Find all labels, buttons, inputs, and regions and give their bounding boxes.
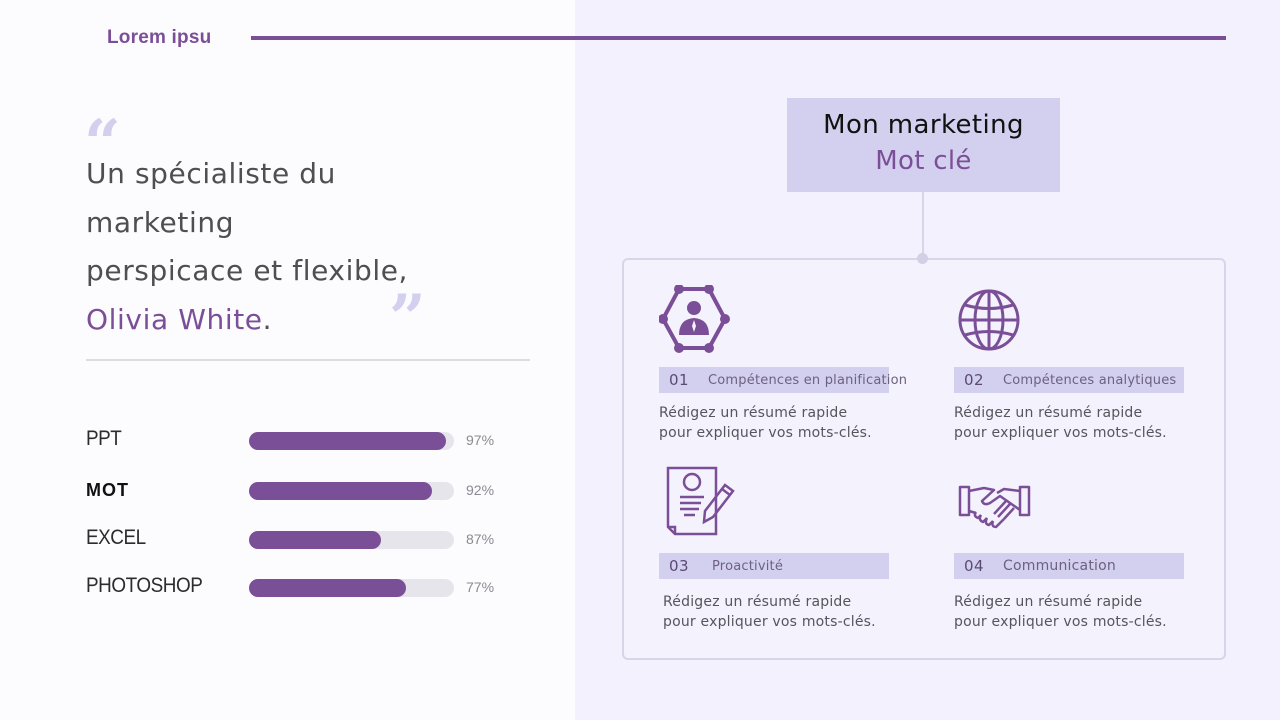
skill-percent: 92% (466, 482, 495, 498)
brand-title: Lorem ipsu (107, 27, 212, 48)
skill-row-excel: EXCEL 87% (86, 526, 506, 556)
item-number: 03 (669, 557, 690, 575)
quote-text: Un spécialiste du marketing perspicace e… (86, 150, 526, 344)
connector-dot (917, 253, 928, 264)
skill-percent: 77% (466, 579, 495, 595)
item-number: 02 (964, 371, 985, 389)
skill-label: PHOTOSHOP (86, 574, 203, 597)
item-description: Rédigez un résumé rapide pour expliquer … (663, 592, 903, 632)
item-tag: 02 Compétences analytiques (954, 367, 1184, 393)
skill-bar-fill (249, 531, 381, 549)
skill-row-ppt: PPT 97% (86, 427, 506, 457)
desc-line-2: pour expliquer vos mots-clés. (954, 614, 1167, 630)
section-divider (86, 359, 530, 361)
connector-line (922, 192, 924, 258)
skill-row-photoshop: PHOTOSHOP 77% (86, 574, 506, 604)
quote-line-2: marketing (86, 205, 235, 239)
item-number: 04 (964, 557, 985, 575)
item-description: Rédigez un résumé rapide pour expliquer … (659, 403, 899, 443)
item-description: Rédigez un résumé rapide pour expliquer … (954, 403, 1194, 443)
businessman-network-icon (659, 285, 730, 353)
item-label: Compétences en planification (708, 373, 908, 388)
skill-item-03: 03 Proactivité Rédigez un résumé rapide … (659, 466, 899, 636)
quote-line-4: Olivia White. (86, 296, 526, 345)
skill-label: EXCEL (86, 526, 146, 549)
item-description: Rédigez un résumé rapide pour expliquer … (954, 592, 1194, 632)
skill-row-mot: MOT 92% (86, 477, 506, 507)
name-period: . (262, 302, 273, 336)
skill-bar-track (249, 432, 454, 450)
skill-bar-fill (249, 432, 446, 450)
skill-bar-track (249, 482, 454, 500)
desc-line-2: pour expliquer vos mots-clés. (954, 425, 1167, 441)
close-quote-icon: ” (389, 281, 426, 356)
person-name: Olivia White (86, 302, 263, 336)
item-number: 01 (669, 371, 690, 389)
item-tag: 03 Proactivité (659, 553, 889, 579)
skill-label: MOT (86, 480, 129, 500)
skill-bar-fill (249, 482, 432, 500)
marketing-title-box: Mon marketing Mot clé (787, 98, 1060, 192)
quote-line-3: perspicace et flexible, (86, 254, 409, 287)
skill-bar-track (249, 579, 454, 597)
desc-line-2: pour expliquer vos mots-clés. (663, 614, 876, 630)
title-keyword: Mot clé (875, 146, 972, 176)
item-tag: 04 Communication (954, 553, 1184, 579)
skill-item-02: 02 Compétences analytiques Rédigez un ré… (954, 285, 1194, 445)
header-rule (251, 36, 1226, 40)
desc-line-1: Rédigez un résumé rapide (954, 405, 1143, 421)
item-label: Communication (1003, 558, 1116, 574)
title-main: Mon marketing (823, 110, 1024, 140)
item-label: Compétences analytiques (1003, 373, 1177, 388)
skill-percent: 87% (466, 531, 495, 547)
desc-line-1: Rédigez un résumé rapide (659, 405, 848, 421)
desc-line-2: pour expliquer vos mots-clés. (659, 425, 872, 441)
skill-percent: 97% (466, 432, 495, 448)
skill-label: PPT (86, 427, 122, 450)
skill-bar-track (249, 531, 454, 549)
skill-item-04: 04 Communication Rédigez un résumé rapid… (954, 466, 1194, 636)
desc-line-1: Rédigez un résumé rapide (954, 594, 1143, 610)
item-tag: 01 Compétences en planification (659, 367, 907, 393)
item-label: Proactivité (712, 559, 784, 574)
quote-line-1: Un spécialiste du (86, 157, 337, 190)
skill-item-01: 01 Compétences en planification Rédigez … (659, 285, 907, 445)
resume-pen-icon (666, 466, 735, 536)
desc-line-1: Rédigez un résumé rapide (663, 594, 852, 610)
globe-icon (958, 289, 1020, 351)
handshake-icon (958, 485, 1031, 529)
open-quote-icon: “ (84, 106, 121, 181)
skill-bar-fill (249, 579, 406, 597)
